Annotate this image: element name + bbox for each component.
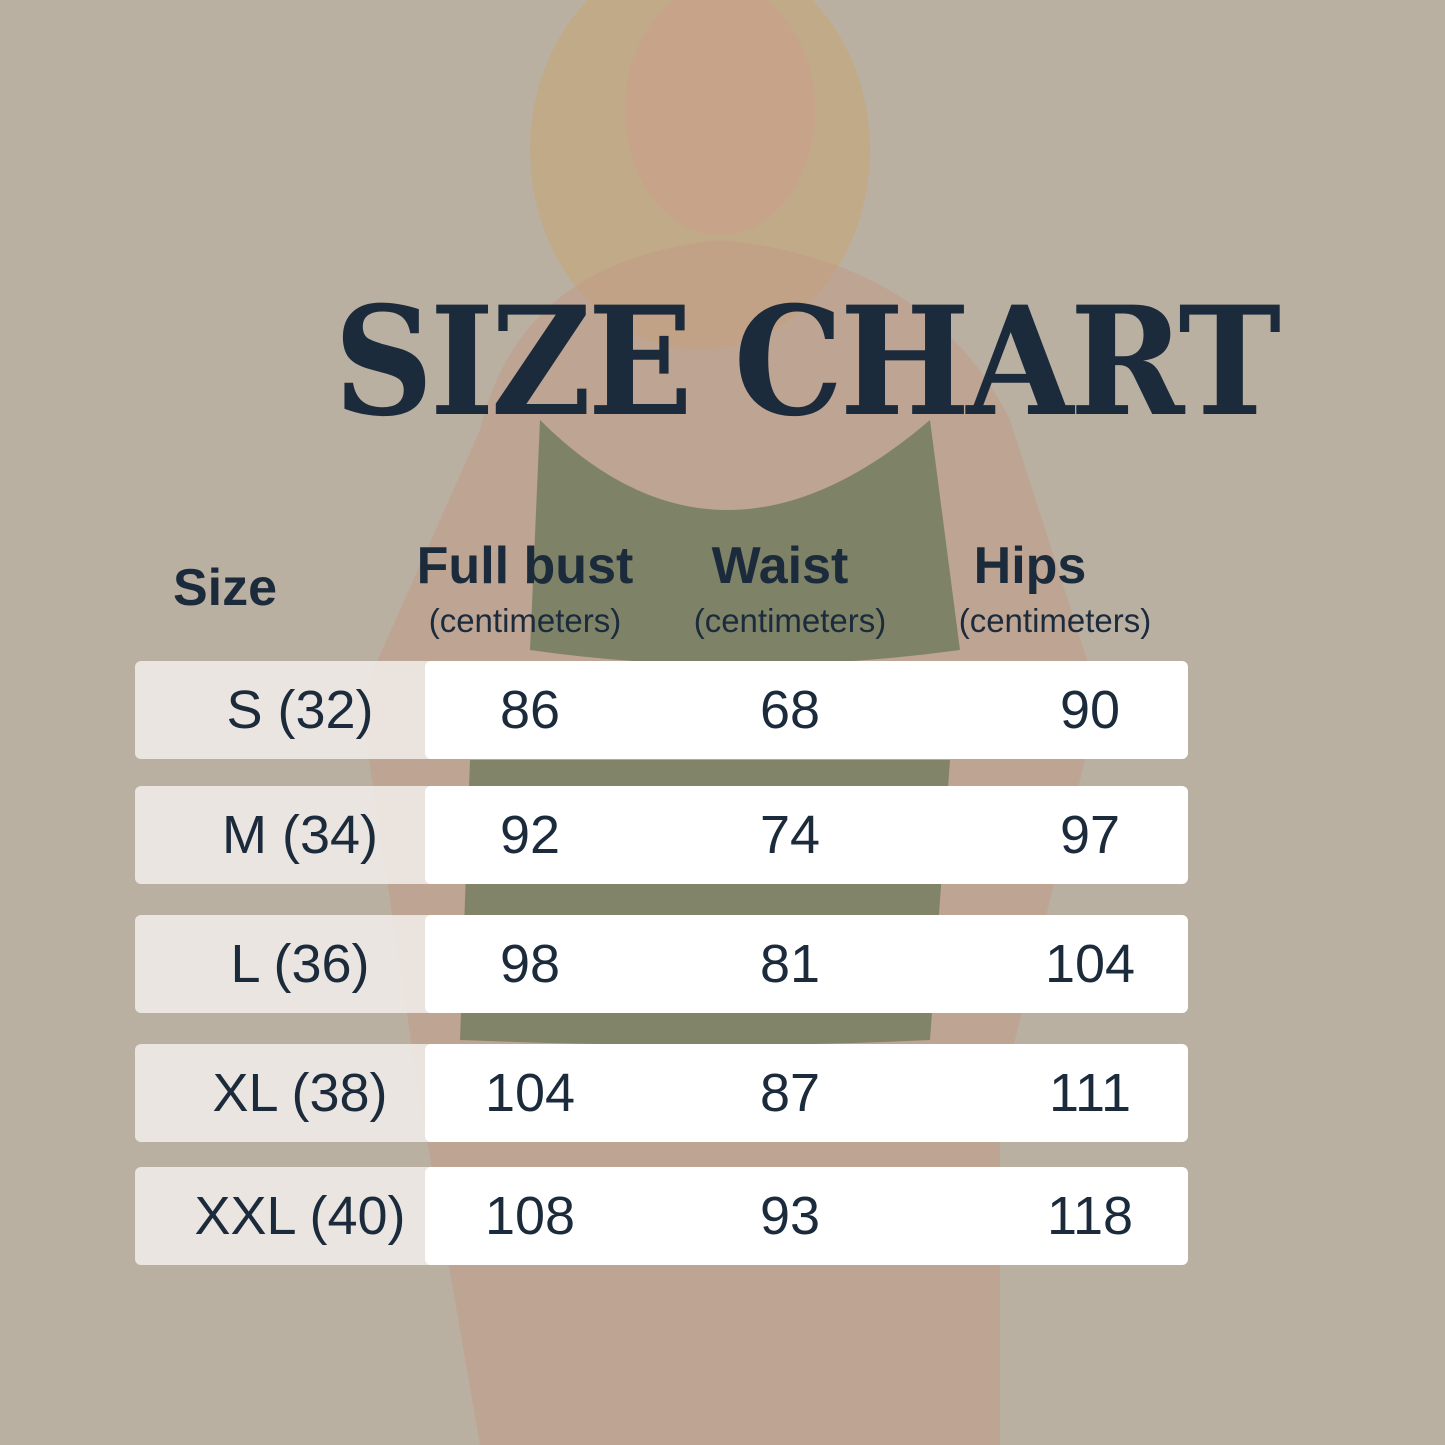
waist-value: 68	[759, 680, 821, 740]
table-row: M (34) 92 74 97	[135, 786, 1188, 884]
table-row: XXL (40) 108 93 118	[135, 1167, 1188, 1265]
size-label: M (34)	[221, 805, 378, 865]
size-label: L (36)	[230, 934, 370, 994]
table-row: XL (38) 104 87 111	[135, 1044, 1188, 1142]
table-row: L (36) 98 81 104	[135, 915, 1188, 1013]
page-title: SIZE CHART	[333, 274, 1281, 450]
bust-value: 108	[484, 1186, 576, 1246]
values-cell	[425, 1044, 1188, 1142]
values-cell	[425, 915, 1188, 1013]
hips-value: 90	[1059, 680, 1121, 740]
size-label: XL (38)	[212, 1063, 388, 1123]
header-hips-unit: (centimeters)	[958, 602, 1152, 639]
size-label: XXL (40)	[194, 1186, 406, 1246]
header-waist: Waist	[711, 537, 849, 595]
size-cell	[135, 1167, 435, 1265]
size-label: S (32)	[226, 680, 374, 740]
size-cell	[135, 1044, 435, 1142]
hips-value: 118	[1046, 1186, 1134, 1246]
header-size: Size	[172, 559, 278, 617]
hips-value: 97	[1059, 805, 1121, 865]
waist-value: 81	[759, 934, 821, 994]
values-cell	[425, 786, 1188, 884]
values-cell	[425, 661, 1188, 759]
waist-value: 74	[759, 805, 821, 865]
waist-value: 93	[759, 1186, 821, 1246]
bust-value: 98	[499, 934, 561, 994]
bust-value: 92	[499, 805, 561, 865]
values-cell	[425, 1167, 1188, 1265]
size-cell	[135, 661, 435, 759]
header-bust-unit: (centimeters)	[428, 602, 622, 639]
header-hips: Hips	[973, 537, 1087, 595]
bust-value: 104	[484, 1063, 576, 1123]
header-waist-unit: (centimeters)	[693, 602, 887, 639]
bust-value: 86	[499, 680, 561, 740]
waist-value: 87	[759, 1063, 821, 1123]
hips-value: 111	[1048, 1063, 1132, 1123]
size-cell	[135, 915, 435, 1013]
hips-value: 104	[1044, 934, 1136, 994]
header-bust: Full bust	[416, 537, 634, 595]
size-cell	[135, 786, 435, 884]
table-row: S (32) 86 68 90	[135, 661, 1188, 759]
